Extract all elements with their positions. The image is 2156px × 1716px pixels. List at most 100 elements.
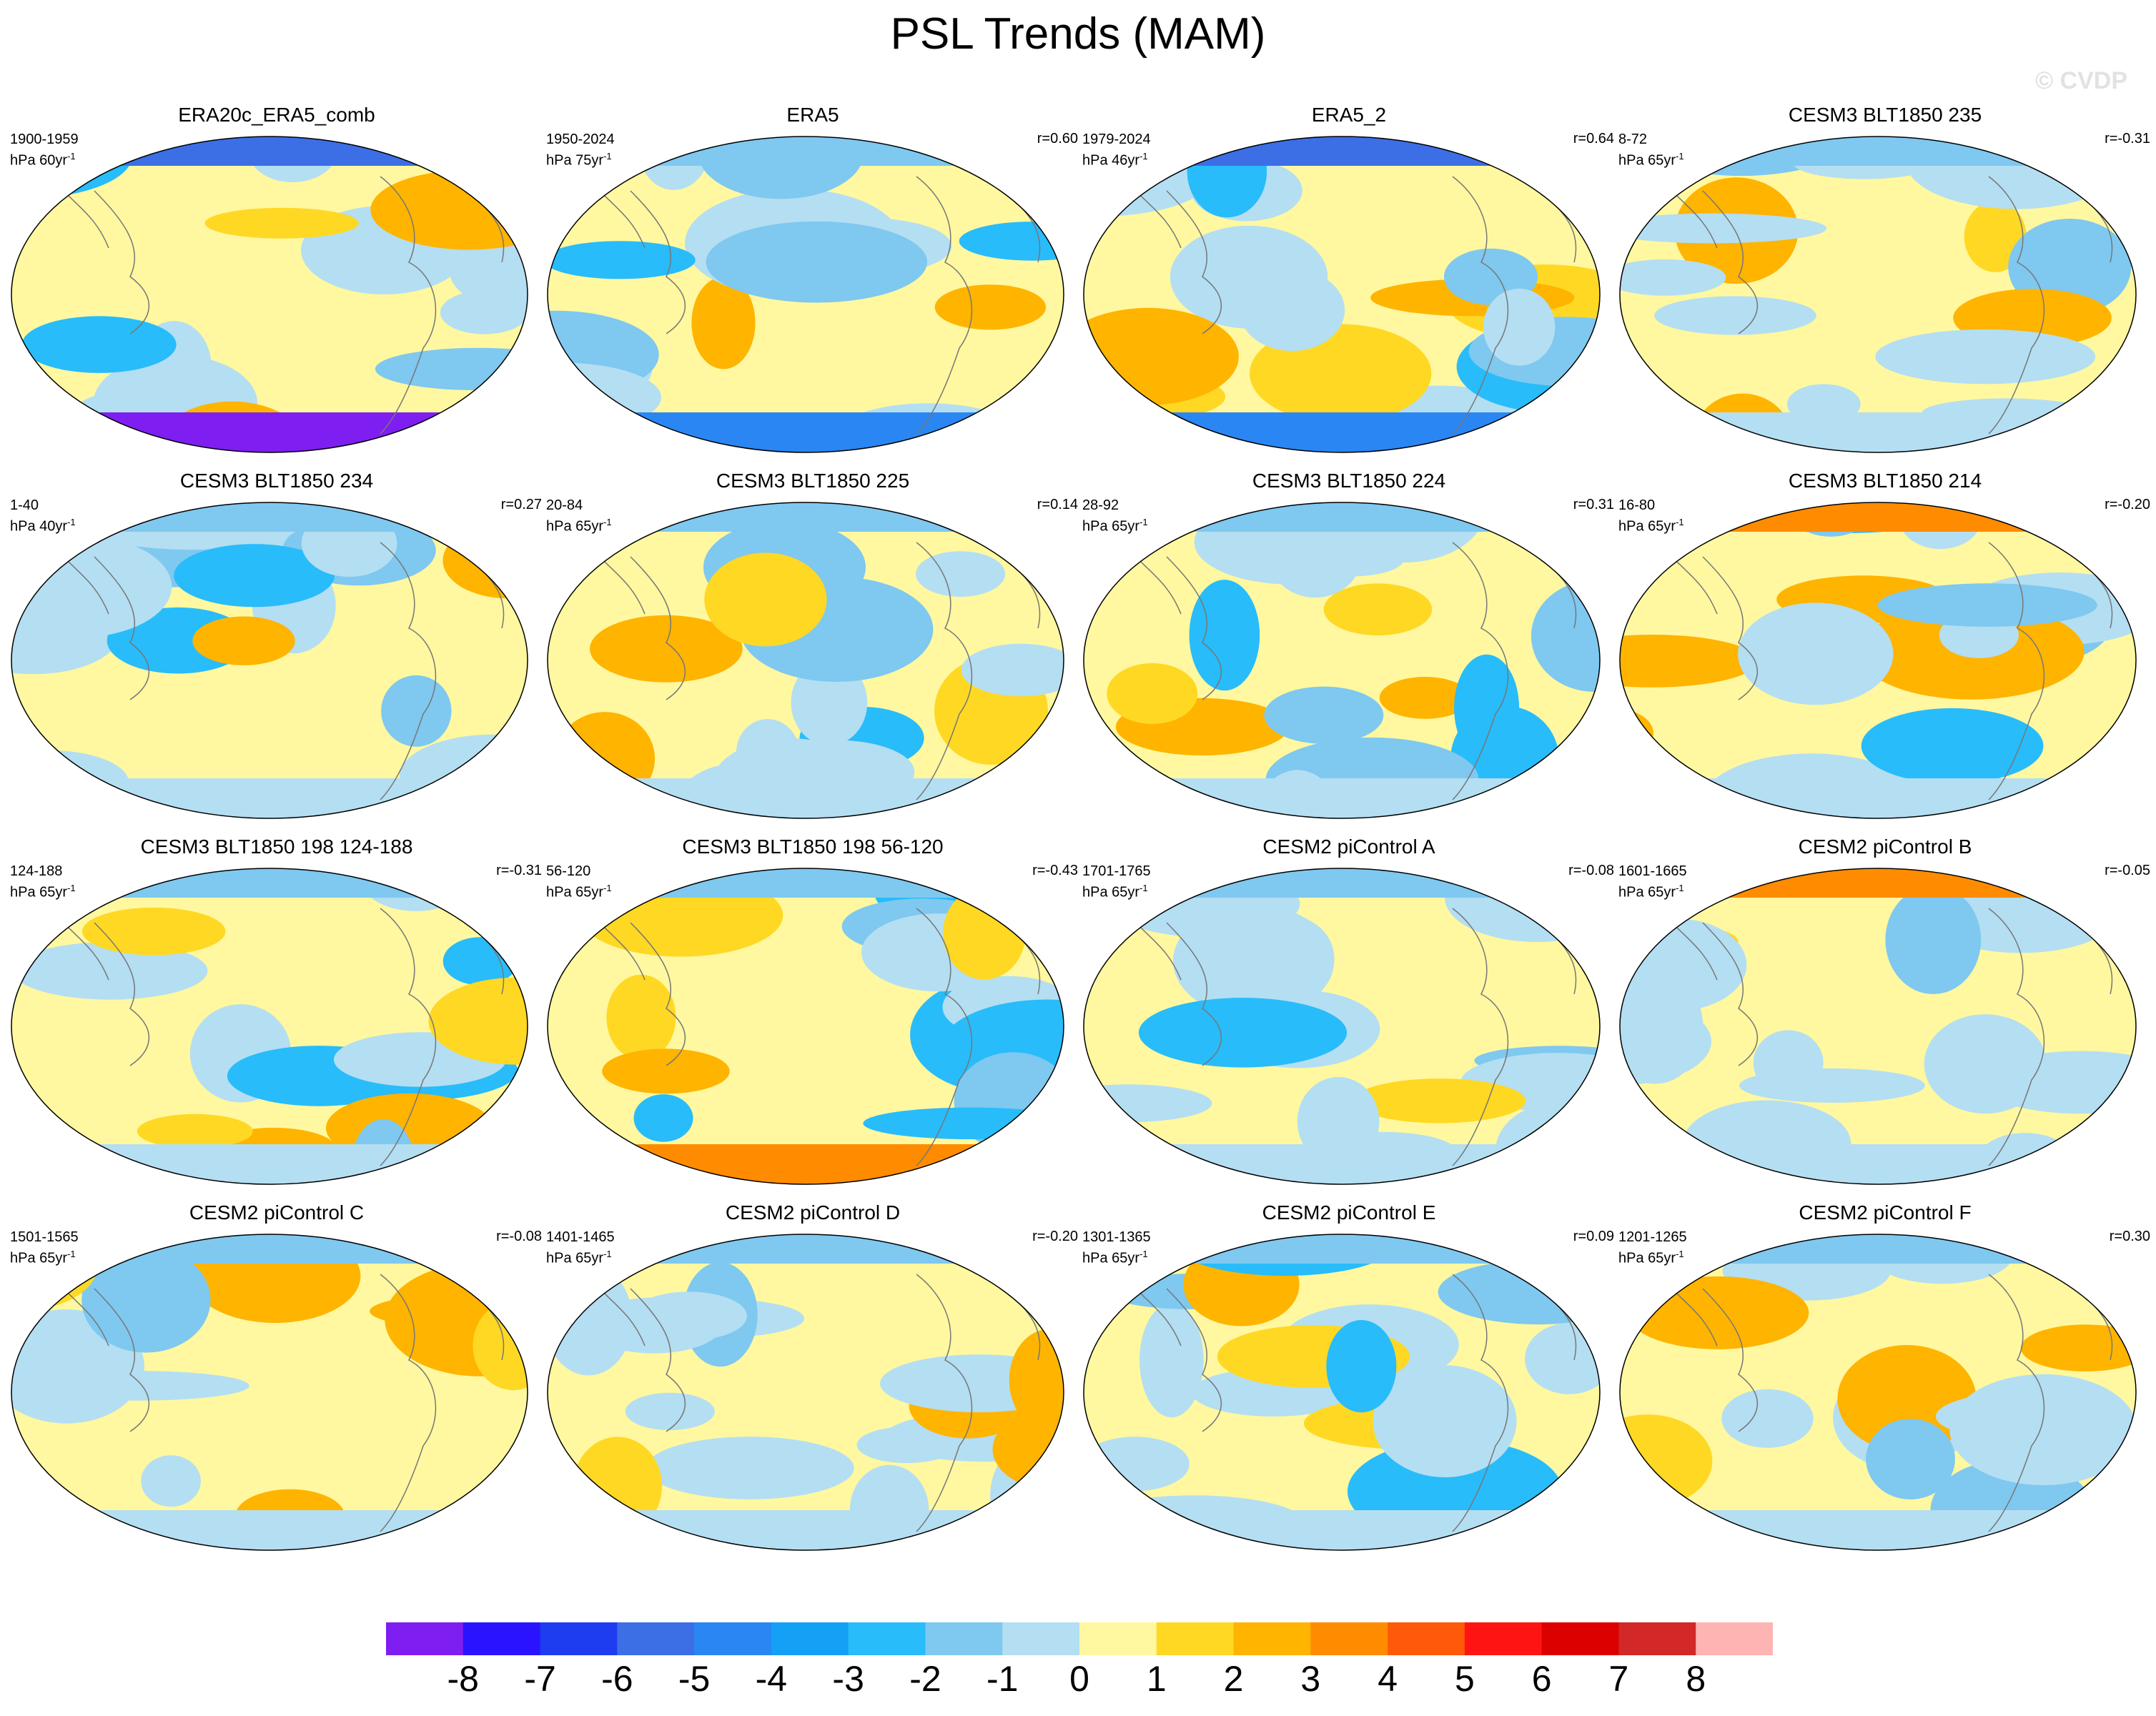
colorbar-tick-label: 8 [1686,1659,1706,1699]
panel-units-exponent: -1 [603,1249,612,1259]
colorbar-tick-label: -7 [524,1659,556,1699]
panel-period: 1-40 [10,497,39,513]
map-border [11,136,528,453]
map-panel: CESM3 BLT1850 224 28-92 hPa 65yr-1 r=0.31 [1081,470,1617,834]
panel-units-text: hPa 65yr [1618,152,1676,169]
coastline [1123,1274,1577,1532]
map-panel: CESM2 piControl E 1301-1365 hPa 65yr-1 r=0.… [1081,1201,1617,1566]
panel-period: 1201-1265 [1618,1229,1687,1245]
field-anomaly [590,615,743,683]
map-panel: CESM2 piControl F 1201-1265 hPa 65yr-1 r=0.… [1617,1201,2153,1566]
field-anomaly [381,675,452,747]
panel-units-text: hPa 65yr [1082,1250,1140,1266]
panel-units-text: hPa 65yr [10,884,68,901]
field-anomaly [1877,583,2097,627]
panel-correlation: r=-0.08 [1568,863,1614,878]
panel-units-exponent: -1 [1676,151,1684,162]
panel-units-exponent: -1 [1139,1249,1148,1259]
field-anomaly [21,316,177,373]
field-anomaly [1936,1391,2132,1442]
field-anomaly [1924,1014,2047,1114]
field-anomaly [1138,998,1348,1068]
map-border [547,1234,1064,1551]
field-anomaly [916,551,1006,597]
panel-units-exponent: -1 [1676,517,1684,527]
field-anomaly [1483,288,1556,366]
field-anomaly [1107,663,1198,724]
panel-title: ERA20c_ERA5_comb [178,104,375,126]
colorbar-tick-label: -2 [909,1659,941,1699]
panel-correlation: r=-0.08 [496,1229,542,1244]
coastline [1123,176,1577,435]
field-anomaly [1454,654,1520,762]
antarctic-band [1084,778,1600,818]
colorbar-swatch [1156,1622,1235,1655]
field-anomaly [1861,708,2044,784]
coastline [587,542,1041,800]
field-anomaly [1242,916,1335,1002]
field-anomaly [1297,1076,1380,1166]
field-anomaly [555,712,656,805]
colorbar-swatch [386,1622,464,1655]
panel-units-text: hPa 65yr [1618,1250,1676,1266]
panel-title: CESM3 BLT1850 235 [1788,104,1982,126]
colorbar-tick-label: 5 [1454,1659,1475,1699]
panel-units-exponent: -1 [67,517,76,527]
panel-units-exponent: -1 [603,151,612,162]
panel-correlation: r=-0.31 [496,863,542,878]
field-anomaly [1620,1414,1713,1508]
panel-units-text: hPa 75yr [546,152,604,169]
map-border [11,1234,528,1551]
colorbar-tick-label: 7 [1608,1659,1629,1699]
field-anomaly [1353,1078,1526,1124]
panel-title: CESM2 piControl D [725,1201,901,1224]
field-anomaly [82,907,226,956]
coastline [1659,1274,2113,1532]
field-anomaly [959,222,1064,261]
panel-period: 1301-1365 [1082,1229,1151,1245]
field-anomaly [2072,1496,2136,1550]
panel-period-units: 1201-1265 hPa 65yr-1 [1618,1229,1687,1267]
field-anomaly [12,942,208,1000]
colorbar-tick-label: 6 [1531,1659,1552,1699]
panel-units: hPa 65yr-1 [546,880,612,901]
colorbar-tick-label: 3 [1300,1659,1321,1699]
field-anomaly [1084,1115,1117,1173]
panel-units-exponent: -1 [67,883,76,893]
antarctic-band [11,1144,528,1184]
antarctic-band [1620,1510,2136,1550]
field-anomaly [1239,269,1345,352]
field-anomaly [1009,1329,1064,1432]
colorbar-swatch [1696,1622,1773,1655]
colorbar-swatch [694,1622,772,1655]
panel-period: 1701-1765 [1082,863,1151,879]
antarctic-band [1084,1510,1600,1550]
antarctic-band [1084,1144,1600,1184]
map-panel: CESM2 piControl B 1601-1665 hPa 65yr-1 r=-0… [1617,835,2153,1200]
coastline [1123,542,1577,800]
field-anomaly [691,277,756,370]
colorbar-tick-label: 1 [1146,1659,1167,1699]
map-field [547,868,1064,1185]
colorbar-tick-label: -6 [601,1659,633,1699]
panel-units-text: hPa 65yr [10,1250,68,1266]
colorbar-swatch [925,1622,1003,1655]
map-border [1083,136,1601,453]
map-border [1083,868,1601,1185]
field-anomaly [428,977,528,1065]
panel-units: hPa 75yr-1 [546,148,615,169]
panel-correlation: r=0.60 [1037,131,1078,147]
map-field [1083,1234,1601,1551]
arctic-band [11,1234,528,1264]
colorbar-tick-label: -5 [678,1659,711,1699]
panel-title: CESM2 piControl E [1262,1201,1436,1224]
map-field [547,502,1064,819]
colorbar-tick-label: 0 [1069,1659,1089,1699]
panel-period-units: 56-120 hPa 65yr-1 [546,863,612,901]
arctic-band [1084,1234,1600,1264]
panel-units-text: hPa 46yr [1082,152,1140,169]
map-field [11,1234,528,1551]
panel-title: CESM3 BLT1850 198 124-188 [140,835,413,858]
map-panel: CESM3 BLT1850 198 56-120 56-120 hPa 65yr-1… [545,835,1081,1200]
colorbar-tick-label: -1 [986,1659,1019,1699]
